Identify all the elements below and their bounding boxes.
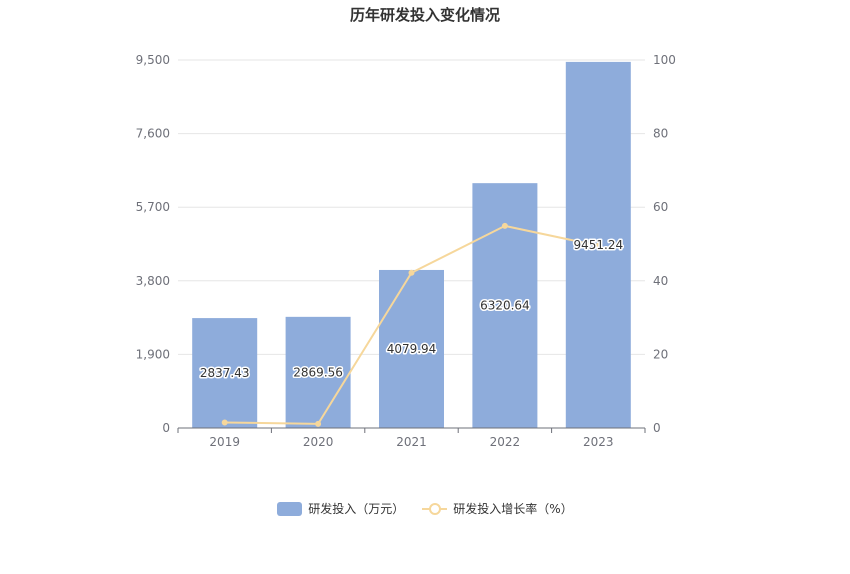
y-left-tick-label: 9,500 bbox=[136, 53, 170, 67]
line-point bbox=[222, 420, 227, 425]
y-right-tick-label: 40 bbox=[653, 274, 668, 288]
bar-data-label: 2837.43 bbox=[200, 366, 250, 380]
legend-line-swatch bbox=[422, 502, 447, 516]
bar-data-label: 9451.24 bbox=[573, 238, 623, 252]
y-left-tick-label: 1,900 bbox=[136, 347, 170, 361]
legend-bar-swatch bbox=[277, 502, 302, 516]
y-right-tick-label: 0 bbox=[653, 421, 661, 435]
line-point bbox=[316, 421, 321, 426]
y-left-tick-label: 7,600 bbox=[136, 127, 170, 141]
y-left-tick-label: 3,800 bbox=[136, 274, 170, 288]
legend-item-bar[interactable]: 研发投入（万元） bbox=[277, 500, 404, 517]
legend-item-line[interactable]: 研发投入增长率（%） bbox=[422, 500, 572, 517]
bar-data-label: 4079.94 bbox=[387, 342, 437, 356]
bar-data-label: 2869.56 bbox=[293, 365, 343, 379]
legend: 研发投入（万元） 研发投入增长率（%） bbox=[0, 500, 850, 517]
x-tick-label: 2023 bbox=[583, 435, 614, 449]
y-right-tick-label: 20 bbox=[653, 347, 668, 361]
y-left-tick-label: 5,700 bbox=[136, 200, 170, 214]
line-point bbox=[409, 270, 414, 275]
y-right-tick-label: 100 bbox=[653, 53, 676, 67]
y-right-tick-label: 80 bbox=[653, 127, 668, 141]
bar-data-label: 6320.64 bbox=[480, 299, 530, 313]
x-tick-label: 2021 bbox=[396, 435, 427, 449]
line-point bbox=[502, 223, 507, 228]
y-right-tick-label: 60 bbox=[653, 200, 668, 214]
legend-bar-label: 研发投入（万元） bbox=[308, 500, 404, 517]
x-tick-label: 2019 bbox=[209, 435, 240, 449]
y-left-tick-label: 0 bbox=[162, 421, 170, 435]
x-tick-label: 2022 bbox=[490, 435, 521, 449]
bar-series bbox=[192, 62, 631, 428]
legend-line-label: 研发投入增长率（%） bbox=[453, 500, 572, 517]
x-tick-label: 2020 bbox=[303, 435, 334, 449]
